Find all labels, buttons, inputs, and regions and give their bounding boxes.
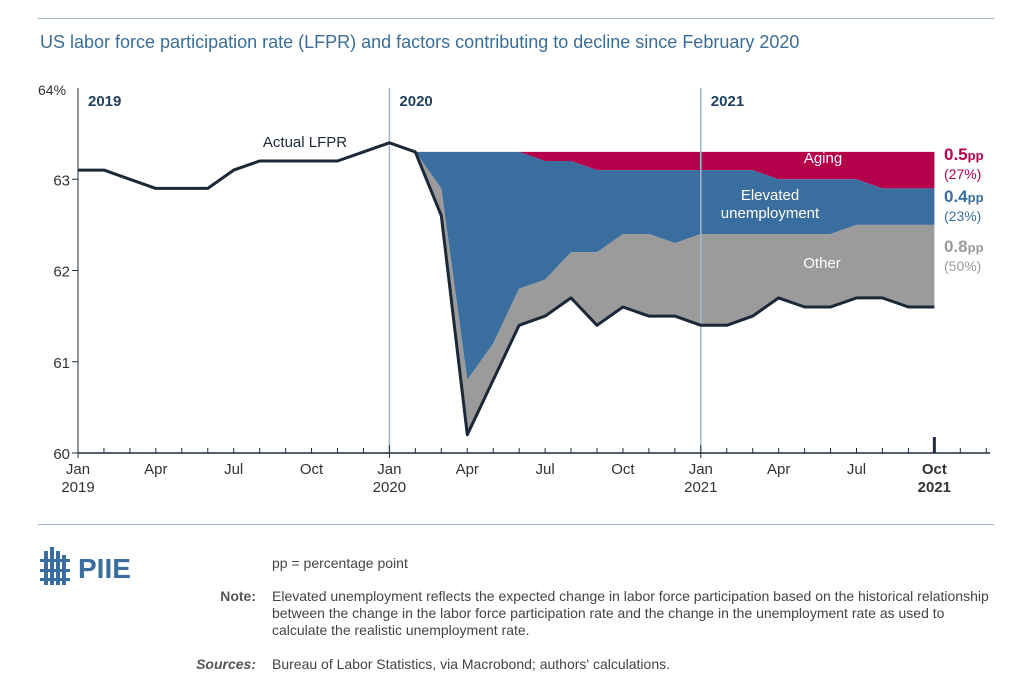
area-other [415, 151, 935, 435]
x-tick-label: Jan [377, 461, 401, 478]
area-elevated-unemployment [415, 151, 935, 380]
x-tick-year-label: 2019 [61, 479, 94, 496]
bottom-rule [38, 524, 994, 525]
x-tick-label: Apr [767, 461, 790, 478]
year-label: 2021 [711, 93, 744, 110]
top-rule [38, 18, 994, 19]
x-tick-year-label: 2021 [918, 479, 951, 496]
aging-label: Aging [804, 150, 842, 167]
piie-logo: PIIE [40, 547, 131, 585]
chart-title: US labor force participation rate (LFPR)… [40, 32, 800, 52]
note-text: Elevated unemployment reflects the expec… [272, 588, 989, 638]
contribution-share: (23%) [944, 208, 981, 224]
x-tick-label: Apr [144, 461, 167, 478]
unemployment-label: unemployment [721, 205, 820, 222]
y-tick-label: 61 [53, 355, 70, 372]
sources-text: Bureau of Labor Statistics, via Macrobon… [272, 656, 670, 672]
contribution-value: 0.5pp [944, 145, 984, 164]
x-tick-label: Jul [224, 461, 243, 478]
y-tick-label: 63 [53, 172, 70, 189]
note-label: Note: [220, 588, 256, 604]
year-label: 2019 [88, 93, 121, 110]
contribution-unit: pp [968, 240, 984, 255]
x-tick-label: Jan [66, 461, 90, 478]
actual-lfpr-line [78, 141, 935, 437]
x-tick-label: Jul [536, 461, 555, 478]
contribution-unit: pp [968, 190, 984, 205]
contribution-unit: pp [968, 148, 984, 163]
elevated-label: Elevated [741, 187, 799, 204]
y-tick-label: 64% [38, 82, 66, 98]
x-tick-label: Oct [300, 461, 324, 478]
x-tick-label: Oct [922, 461, 947, 478]
pp-note: pp = percentage point [272, 555, 408, 571]
contribution-share: (27%) [944, 166, 981, 182]
x-tick-label: Jan [689, 461, 713, 478]
y-tick-label: 62 [53, 264, 70, 281]
x-tick-year-label: 2020 [373, 479, 406, 496]
contribution-value: 0.4pp [944, 187, 984, 206]
x-tick-label: Apr [456, 461, 479, 478]
contribution-value: 0.8pp [944, 237, 984, 256]
other-label: Other [803, 255, 841, 272]
actual-lfpr-label: Actual LFPR [263, 134, 347, 151]
y-tick-label: 60 [53, 446, 70, 463]
x-tick-label: Jul [847, 461, 866, 478]
sources-label: Sources: [196, 656, 256, 672]
x-tick-year-label: 2021 [684, 479, 717, 496]
contribution-share: (50%) [944, 258, 981, 274]
area-aging [415, 151, 935, 189]
x-tick-label: Oct [611, 461, 635, 478]
year-label: 2020 [399, 93, 432, 110]
logo-text: PIIE [78, 553, 131, 584]
